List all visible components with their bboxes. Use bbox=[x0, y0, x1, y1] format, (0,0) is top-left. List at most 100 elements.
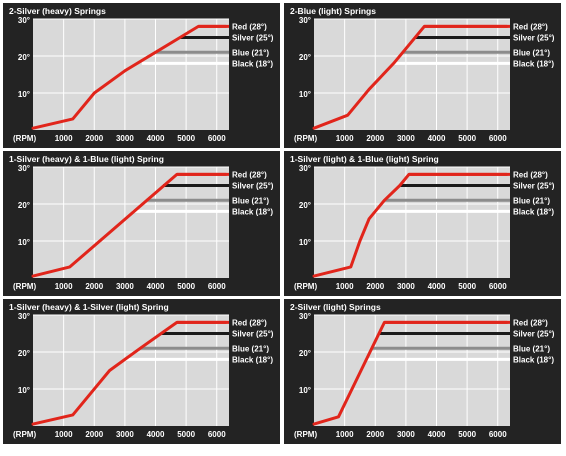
x-tick-label: 4000 bbox=[428, 134, 446, 143]
y-tick-label: 10° bbox=[299, 238, 311, 247]
chart-panel-2: 2-Blue (light) Springs 1000 2000 3000 4000 50… bbox=[284, 3, 561, 148]
x-tick-label: 3000 bbox=[397, 430, 415, 439]
chart-title: 2-Blue (light) Springs bbox=[290, 6, 376, 16]
y-tick-label: 10° bbox=[299, 386, 311, 395]
y-tick-label: 30° bbox=[18, 312, 30, 321]
x-tick-label: 5000 bbox=[177, 282, 195, 291]
x-tick-label: 3000 bbox=[116, 134, 134, 143]
x-tick-label: 6000 bbox=[208, 282, 226, 291]
advance-curve bbox=[31, 320, 228, 426]
plot-area bbox=[33, 167, 229, 278]
y-tick-label: 10° bbox=[18, 386, 30, 395]
x-tick-label: 4000 bbox=[147, 134, 165, 143]
x-unit-label: (RPM) bbox=[13, 430, 36, 439]
y-tick-label: 30° bbox=[18, 164, 30, 173]
chart-title: 2-Silver (light) Springs bbox=[290, 302, 381, 312]
reference-line-label: Silver (25°) bbox=[513, 34, 555, 43]
reference-line-label: Red (28°) bbox=[513, 170, 548, 179]
x-tick-label: 5000 bbox=[177, 430, 195, 439]
y-tick-label: 30° bbox=[299, 164, 311, 173]
y-tick-label: 10° bbox=[18, 90, 30, 99]
reference-line-label: Black (18°) bbox=[513, 207, 554, 216]
reference-line-label: Red (28°) bbox=[513, 22, 548, 31]
x-tick-label: 3000 bbox=[397, 134, 415, 143]
x-tick-label: 1000 bbox=[55, 134, 73, 143]
chart-panel-3: 1-Silver (heavy) & 1-Blue (light) Spring… bbox=[3, 151, 280, 296]
reference-line-label: Blue (21°) bbox=[232, 48, 269, 57]
reference-line-label: Black (18°) bbox=[232, 59, 273, 68]
y-tick-label: 20° bbox=[18, 349, 30, 358]
advance-curve bbox=[312, 320, 509, 426]
reference-line-label: Silver (25°) bbox=[232, 34, 274, 43]
plot-area bbox=[33, 315, 229, 426]
x-tick-label: 6000 bbox=[489, 430, 507, 439]
x-tick-label: 6000 bbox=[208, 430, 226, 439]
y-tick-label: 30° bbox=[18, 16, 30, 25]
y-tick-label: 20° bbox=[18, 201, 30, 210]
chart-panel-6: 2-Silver (light) Springs 1000 2000 3000 4000… bbox=[284, 299, 561, 444]
reference-line-label: Blue (21°) bbox=[232, 196, 269, 205]
reference-line-label: Black (18°) bbox=[232, 355, 273, 364]
advance-curve bbox=[312, 24, 509, 130]
chart-title: 1-Silver (light) & 1-Blue (light) Spring bbox=[290, 154, 439, 164]
x-tick-label: 1000 bbox=[336, 282, 354, 291]
chart-panel-4: 1-Silver (light) & 1-Blue (light) Spring… bbox=[284, 151, 561, 296]
advance-curve bbox=[31, 172, 228, 278]
reference-line-label: Blue (21°) bbox=[513, 344, 550, 353]
x-tick-label: 5000 bbox=[458, 134, 476, 143]
x-unit-label: (RPM) bbox=[13, 282, 36, 291]
chart-title: 2-Silver (heavy) Springs bbox=[9, 6, 106, 16]
x-tick-label: 2000 bbox=[85, 134, 103, 143]
y-tick-label: 30° bbox=[299, 312, 311, 321]
plot-area bbox=[314, 19, 510, 130]
reference-line-label: Red (28°) bbox=[232, 170, 267, 179]
x-unit-label: (RPM) bbox=[294, 430, 317, 439]
x-tick-label: 2000 bbox=[366, 134, 384, 143]
x-tick-label: 6000 bbox=[208, 134, 226, 143]
x-tick-label: 4000 bbox=[147, 430, 165, 439]
reference-line-label: Black (18°) bbox=[513, 355, 554, 364]
x-tick-label: 2000 bbox=[85, 430, 103, 439]
plot-area bbox=[314, 167, 510, 278]
x-tick-label: 3000 bbox=[397, 282, 415, 291]
x-tick-label: 1000 bbox=[55, 282, 73, 291]
x-tick-label: 1000 bbox=[336, 430, 354, 439]
advance-curve bbox=[31, 24, 228, 130]
reference-line-label: Silver (25°) bbox=[232, 182, 274, 191]
x-tick-label: 4000 bbox=[147, 282, 165, 291]
y-tick-label: 30° bbox=[299, 16, 311, 25]
x-tick-label: 6000 bbox=[489, 282, 507, 291]
reference-line-label: Red (28°) bbox=[232, 22, 267, 31]
chart-title: 1-Silver (heavy) & 1-Silver (light) Spri… bbox=[9, 302, 169, 312]
x-tick-label: 2000 bbox=[85, 282, 103, 291]
reference-line-label: Silver (25°) bbox=[513, 330, 555, 339]
reference-line-label: Black (18°) bbox=[513, 59, 554, 68]
chart-title: 1-Silver (heavy) & 1-Blue (light) Spring bbox=[9, 154, 164, 164]
y-tick-label: 20° bbox=[18, 53, 30, 62]
x-tick-label: 5000 bbox=[177, 134, 195, 143]
x-tick-label: 4000 bbox=[428, 430, 446, 439]
reference-line-label: Blue (21°) bbox=[232, 344, 269, 353]
x-tick-label: 4000 bbox=[428, 282, 446, 291]
reference-line-label: Silver (25°) bbox=[513, 182, 555, 191]
x-tick-label: 1000 bbox=[336, 134, 354, 143]
x-tick-label: 3000 bbox=[116, 282, 134, 291]
y-tick-label: 10° bbox=[18, 238, 30, 247]
x-tick-label: 5000 bbox=[458, 282, 476, 291]
x-unit-label: (RPM) bbox=[294, 134, 317, 143]
x-tick-label: 2000 bbox=[366, 430, 384, 439]
x-tick-label: 1000 bbox=[55, 430, 73, 439]
reference-line-label: Red (28°) bbox=[232, 318, 267, 327]
chart-panel-1: 2-Silver (heavy) Springs 1000 2000 3000 4000… bbox=[3, 3, 280, 148]
reference-line-label: Blue (21°) bbox=[513, 48, 550, 57]
chart-panel-5: 1-Silver (heavy) & 1-Silver (light) Spri… bbox=[3, 299, 280, 444]
advance-curve bbox=[312, 172, 509, 278]
y-tick-label: 10° bbox=[299, 90, 311, 99]
x-unit-label: (RPM) bbox=[13, 134, 36, 143]
plot-area bbox=[33, 19, 229, 130]
x-tick-label: 2000 bbox=[366, 282, 384, 291]
y-tick-label: 20° bbox=[299, 201, 311, 210]
y-tick-label: 20° bbox=[299, 53, 311, 62]
